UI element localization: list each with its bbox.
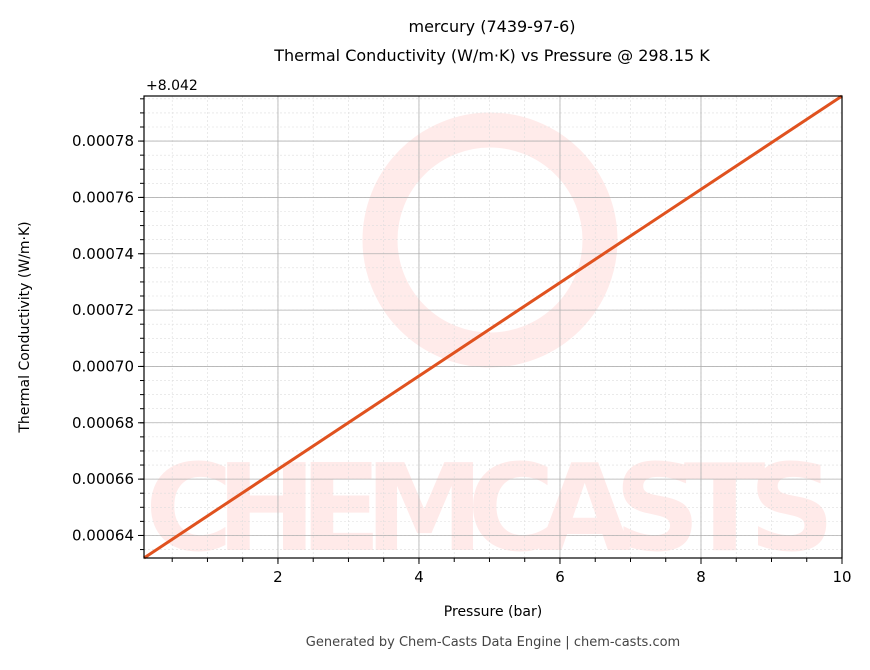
y-tick-label: 0.00076 bbox=[72, 188, 134, 206]
x-tick-label: 6 bbox=[555, 568, 565, 586]
x-tick-label: 8 bbox=[696, 568, 706, 586]
footer-text: Generated by Chem-Casts Data Engine | ch… bbox=[306, 635, 680, 650]
series-line bbox=[143, 94, 843, 560]
y-offset-label: +8.042 bbox=[146, 78, 198, 94]
x-tick-label: 4 bbox=[414, 568, 424, 586]
x-tick-label: 10 bbox=[832, 568, 851, 586]
y-tick-label: 0.00064 bbox=[72, 526, 134, 544]
watermark-text: CHEMCASTS bbox=[145, 440, 835, 579]
y-axis-label: Thermal Conductivity (W/m·K) bbox=[17, 221, 33, 433]
y-tick-label: 0.00078 bbox=[72, 132, 134, 150]
watermark-logo bbox=[362, 112, 618, 368]
chart-subtitle: Thermal Conductivity (W/m·K) vs Pressure… bbox=[273, 46, 710, 65]
y-tick-label: 0.00072 bbox=[72, 301, 134, 319]
x-axis-label: Pressure (bar) bbox=[444, 604, 542, 620]
watermark: CHEMCASTS bbox=[145, 112, 835, 579]
y-tick-label: 0.00070 bbox=[72, 357, 134, 375]
plot-frame bbox=[143, 95, 843, 559]
chart-title: mercury (7439-97-6) bbox=[408, 17, 575, 36]
x-tick-label: 2 bbox=[273, 568, 283, 586]
y-tick-label: 0.00068 bbox=[72, 414, 134, 432]
y-tick-label: 0.00066 bbox=[72, 470, 134, 488]
y-tick-label: 0.00074 bbox=[72, 245, 134, 263]
